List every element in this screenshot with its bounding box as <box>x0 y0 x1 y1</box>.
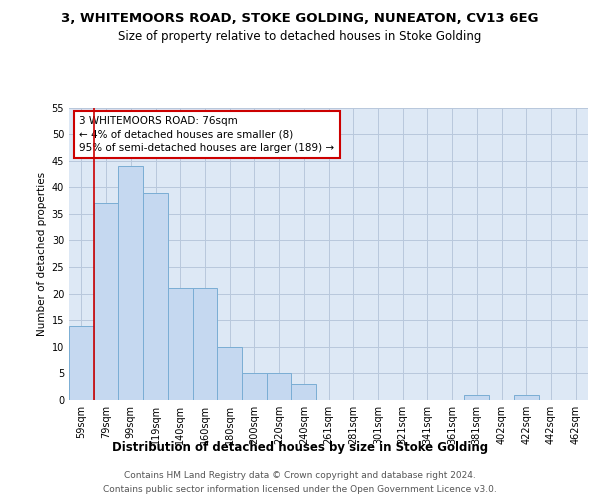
Bar <box>193 288 217 400</box>
Bar <box>118 166 143 400</box>
Bar <box>94 203 118 400</box>
Text: 3, WHITEMOORS ROAD, STOKE GOLDING, NUNEATON, CV13 6EG: 3, WHITEMOORS ROAD, STOKE GOLDING, NUNEA… <box>61 12 539 26</box>
Bar <box>292 384 316 400</box>
Bar <box>464 394 489 400</box>
Y-axis label: Number of detached properties: Number of detached properties <box>37 172 47 336</box>
Bar <box>69 326 94 400</box>
Text: 3 WHITEMOORS ROAD: 76sqm
← 4% of detached houses are smaller (8)
95% of semi-det: 3 WHITEMOORS ROAD: 76sqm ← 4% of detache… <box>79 116 335 152</box>
Text: Distribution of detached houses by size in Stoke Golding: Distribution of detached houses by size … <box>112 441 488 454</box>
Bar <box>267 374 292 400</box>
Text: Contains public sector information licensed under the Open Government Licence v3: Contains public sector information licen… <box>103 484 497 494</box>
Text: Contains HM Land Registry data © Crown copyright and database right 2024.: Contains HM Land Registry data © Crown c… <box>124 472 476 480</box>
Bar <box>168 288 193 400</box>
Bar <box>242 374 267 400</box>
Bar <box>143 192 168 400</box>
Text: Size of property relative to detached houses in Stoke Golding: Size of property relative to detached ho… <box>118 30 482 43</box>
Bar <box>217 347 242 400</box>
Bar <box>514 394 539 400</box>
